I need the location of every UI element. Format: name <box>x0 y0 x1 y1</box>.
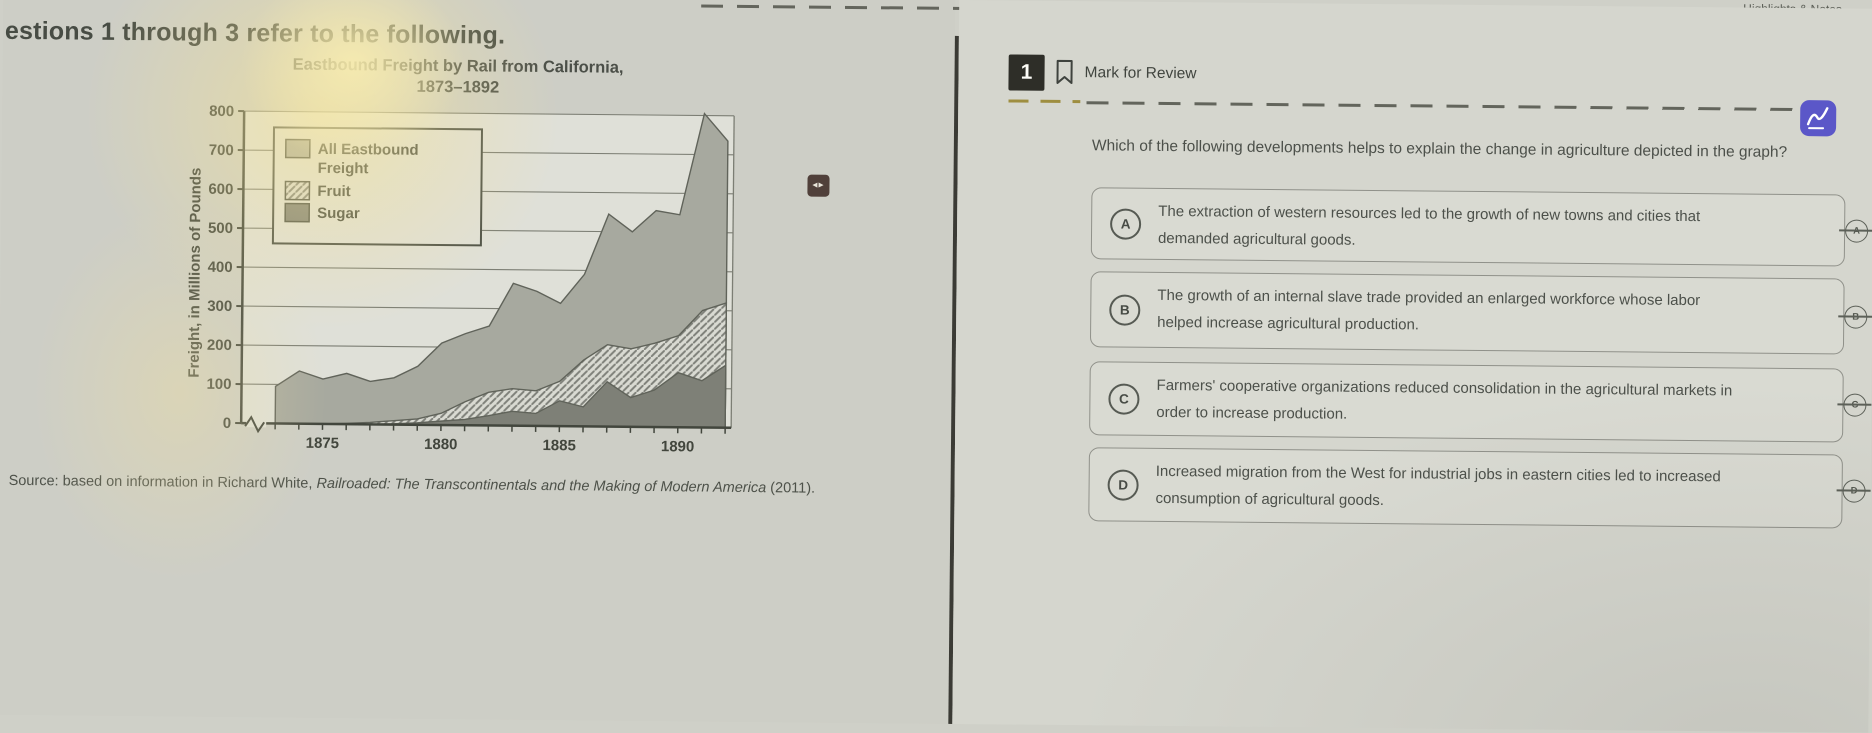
mark-for-review-label: Mark for Review <box>1084 64 1196 83</box>
option-letter-badge: A <box>1110 208 1141 239</box>
svg-text:800: 800 <box>209 103 234 120</box>
svg-text:300: 300 <box>207 298 232 315</box>
option-card-d[interactable]: D Increased migration from the West for … <box>1088 447 1843 528</box>
eliminate-option-b-button[interactable]: B <box>1840 304 1870 328</box>
svg-text:0: 0 <box>223 415 232 432</box>
annotation-tool-badge-icon[interactable] <box>1800 100 1836 136</box>
eliminate-option-c-button[interactable]: C <box>1839 392 1869 416</box>
panel-resize-handle-icon[interactable]: ◂▸ <box>807 175 829 197</box>
strike-line <box>1837 403 1871 405</box>
option-card-b[interactable]: B The growth of an internal slave trade … <box>1090 271 1845 354</box>
svg-text:400: 400 <box>208 259 233 276</box>
stimulus-pane: estions 1 through 3 refer to the followi… <box>0 0 955 724</box>
freight-area-chart: 0 100 200 300 400 500 600 700 800 1875 1880 1885 189… <box>181 101 744 466</box>
svg-text:1890: 1890 <box>661 438 695 455</box>
option-text: Farmers' cooperative organizations reduc… <box>1156 373 1736 432</box>
svg-text:Freight: Freight <box>318 160 369 177</box>
source-suffix: (2011). <box>766 480 815 496</box>
bookmark-icon <box>1054 59 1074 85</box>
question-header-dashed-divider <box>1086 101 1826 111</box>
option-letter-badge: C <box>1108 383 1139 414</box>
svg-text:1885: 1885 <box>542 437 576 454</box>
current-question-dash-indicator <box>1008 99 1080 103</box>
source-prefix: Source: based on information in Richard … <box>9 473 317 492</box>
svg-text:1880: 1880 <box>424 436 458 453</box>
scribble-icon <box>1800 100 1836 136</box>
eliminate-option-d-button[interactable]: D <box>1838 478 1868 502</box>
svg-text:All Eastbound: All Eastbound <box>318 141 419 159</box>
option-text: The extraction of western resources led … <box>1158 199 1738 258</box>
chart-title-line2: 1873–1892 <box>170 75 745 100</box>
option-text: The growth of an internal slave trade pr… <box>1157 283 1737 342</box>
svg-text:Sugar: Sugar <box>317 205 360 222</box>
strike-line <box>1837 489 1871 491</box>
option-letter: B <box>1120 303 1130 318</box>
source-book-title: Railroaded: The Transcontinentals and th… <box>316 476 766 496</box>
question-prompt: Which of the following developments help… <box>1092 137 1862 162</box>
question-number-badge: 1 <box>1008 54 1044 90</box>
option-card-a[interactable]: A The extraction of western resources le… <box>1091 187 1846 266</box>
strike-line <box>1838 315 1872 317</box>
option-text: Increased migration from the West for in… <box>1155 459 1735 518</box>
freight-chart-figure: Eastbound Freight by Rail from Californi… <box>167 38 746 483</box>
strike-line <box>1839 229 1872 231</box>
svg-text:200: 200 <box>207 337 232 354</box>
option-letter-badge: D <box>1107 469 1138 500</box>
svg-text:600: 600 <box>208 181 233 198</box>
option-card-c[interactable]: C Farmers' cooperative organizations red… <box>1089 361 1844 442</box>
option-letter: C <box>1119 392 1129 407</box>
question-pane: 1 Mark for Review Which of the following… <box>952 0 1872 733</box>
eliminate-option-a-button[interactable]: A <box>1841 218 1871 242</box>
svg-text:700: 700 <box>209 142 234 159</box>
option-letter-badge: B <box>1109 294 1140 325</box>
svg-text:Fruit: Fruit <box>317 183 350 200</box>
svg-text:500: 500 <box>208 220 233 237</box>
option-letter: D <box>1118 478 1128 493</box>
svg-text:1875: 1875 <box>306 435 340 452</box>
svg-text:100: 100 <box>206 376 231 393</box>
option-letter: A <box>1121 217 1131 232</box>
